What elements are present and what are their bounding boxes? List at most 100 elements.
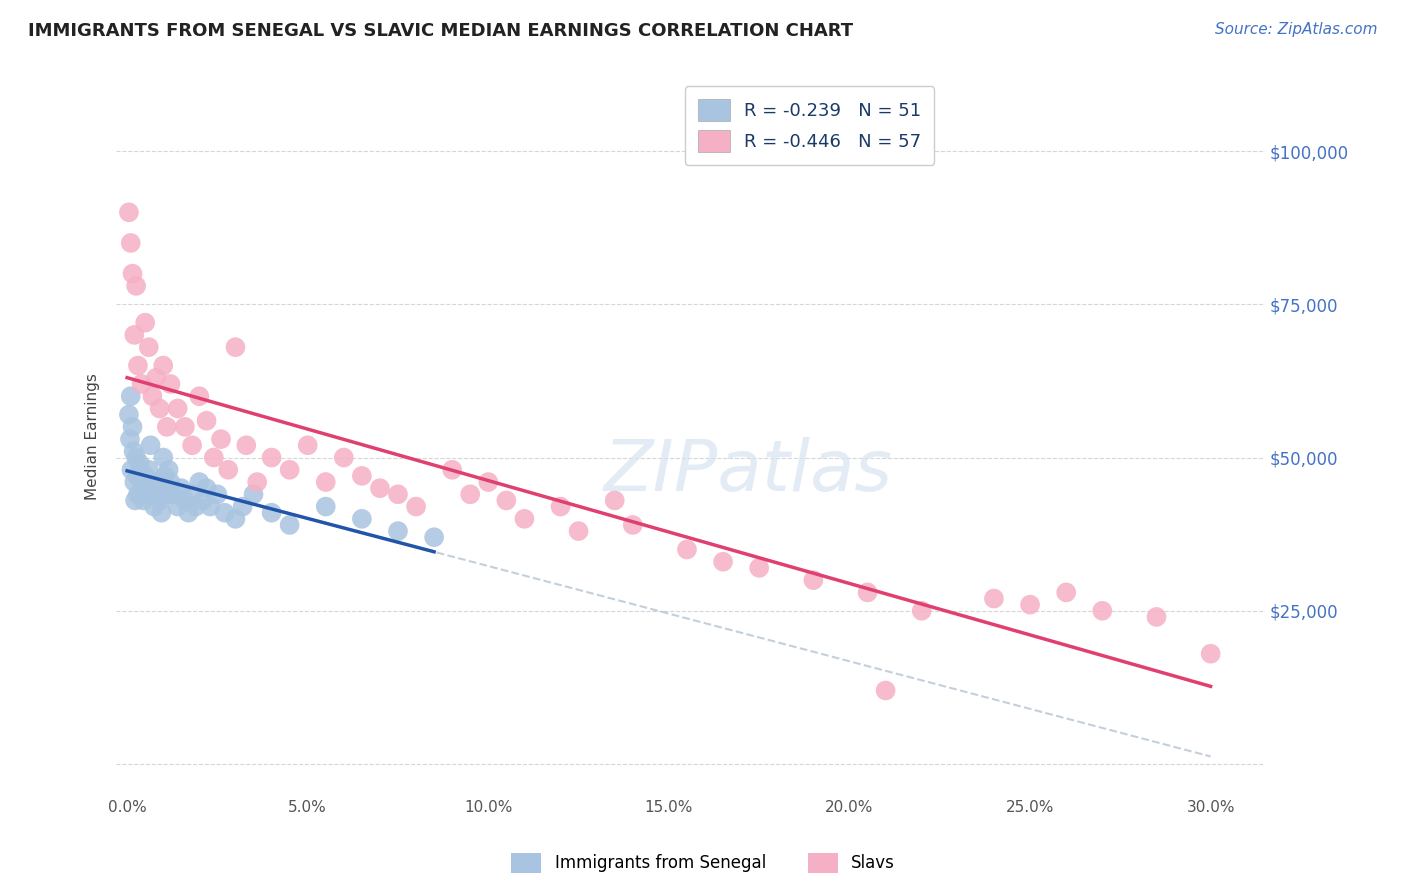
Point: [333, 450, 356, 465]
Point: [911, 604, 934, 618]
Point: [621, 518, 644, 533]
Text: IMMIGRANTS FROM SENEGAL VS SLAVIC MEDIAN EARNINGS CORRELATION CHART: IMMIGRANTS FROM SENEGAL VS SLAVIC MEDIAN…: [28, 22, 853, 40]
Point: [242, 487, 264, 501]
Point: [246, 475, 269, 489]
Point: [801, 573, 824, 587]
Point: [138, 340, 160, 354]
Point: [145, 487, 167, 501]
Point: [121, 267, 143, 281]
Point: [146, 475, 169, 489]
Point: [159, 475, 181, 489]
Point: [118, 205, 141, 219]
Point: [120, 389, 142, 403]
Point: [139, 438, 162, 452]
Point: [458, 487, 481, 501]
Point: [125, 450, 148, 465]
Point: [711, 555, 734, 569]
Point: [1091, 604, 1114, 618]
Point: [157, 463, 180, 477]
Text: Source: ZipAtlas.com: Source: ZipAtlas.com: [1215, 22, 1378, 37]
Point: [138, 463, 160, 477]
Point: [202, 450, 225, 465]
Point: [166, 401, 188, 416]
Point: [188, 475, 211, 489]
Point: [134, 469, 156, 483]
Point: [195, 414, 218, 428]
Point: [568, 524, 591, 538]
Point: [297, 438, 319, 452]
Point: [1199, 647, 1222, 661]
Point: [207, 487, 229, 501]
Point: [118, 408, 141, 422]
Point: [603, 493, 626, 508]
Point: [1054, 585, 1077, 599]
Point: [141, 481, 163, 495]
Point: [188, 389, 211, 403]
Point: [152, 450, 174, 465]
Point: [260, 506, 283, 520]
Point: [260, 450, 283, 465]
Point: [124, 493, 146, 508]
Point: [983, 591, 1005, 606]
Point: [315, 475, 337, 489]
Point: [136, 487, 159, 501]
Point: [195, 481, 218, 495]
Point: [350, 469, 373, 483]
Point: [134, 316, 156, 330]
Text: ZIPatlas: ZIPatlas: [603, 437, 893, 507]
Point: [149, 401, 172, 416]
Point: [235, 438, 257, 452]
Point: [224, 512, 246, 526]
Point: [145, 371, 167, 385]
Point: [118, 432, 141, 446]
Point: [152, 359, 174, 373]
Point: [127, 487, 149, 501]
Point: [209, 432, 232, 446]
Point: [423, 530, 446, 544]
Point: [224, 340, 246, 354]
Point: [131, 475, 153, 489]
Point: [156, 487, 179, 501]
Point: [170, 481, 193, 495]
Point: [124, 475, 146, 489]
Point: [122, 444, 145, 458]
Point: [441, 463, 464, 477]
Point: [163, 487, 186, 501]
Point: [198, 500, 221, 514]
Point: [214, 506, 236, 520]
Y-axis label: Median Earnings: Median Earnings: [86, 373, 100, 500]
Point: [495, 493, 517, 508]
Point: [124, 327, 146, 342]
Point: [153, 469, 176, 483]
Point: [174, 493, 197, 508]
Point: [387, 487, 409, 501]
Point: [159, 376, 181, 391]
Point: [128, 457, 150, 471]
Point: [875, 683, 897, 698]
Point: [191, 493, 214, 508]
Legend: R = -0.239   N = 51, R = -0.446   N = 57: R = -0.239 N = 51, R = -0.446 N = 57: [685, 87, 934, 165]
Point: [278, 463, 301, 477]
Point: [387, 524, 409, 538]
Point: [132, 493, 155, 508]
Point: [676, 542, 699, 557]
Point: [278, 518, 301, 533]
Point: [513, 512, 536, 526]
Point: [125, 278, 148, 293]
Point: [149, 493, 172, 508]
Point: [127, 359, 149, 373]
Point: [143, 500, 166, 514]
Point: [156, 420, 179, 434]
Point: [150, 506, 173, 520]
Point: [177, 506, 200, 520]
Point: [217, 463, 239, 477]
Point: [315, 500, 337, 514]
Point: [121, 420, 143, 434]
Point: [181, 487, 204, 501]
Point: [120, 235, 142, 250]
Point: [405, 500, 427, 514]
Point: [350, 512, 373, 526]
Point: [477, 475, 499, 489]
Legend: Immigrants from Senegal, Slavs: Immigrants from Senegal, Slavs: [505, 847, 901, 880]
Point: [166, 500, 188, 514]
